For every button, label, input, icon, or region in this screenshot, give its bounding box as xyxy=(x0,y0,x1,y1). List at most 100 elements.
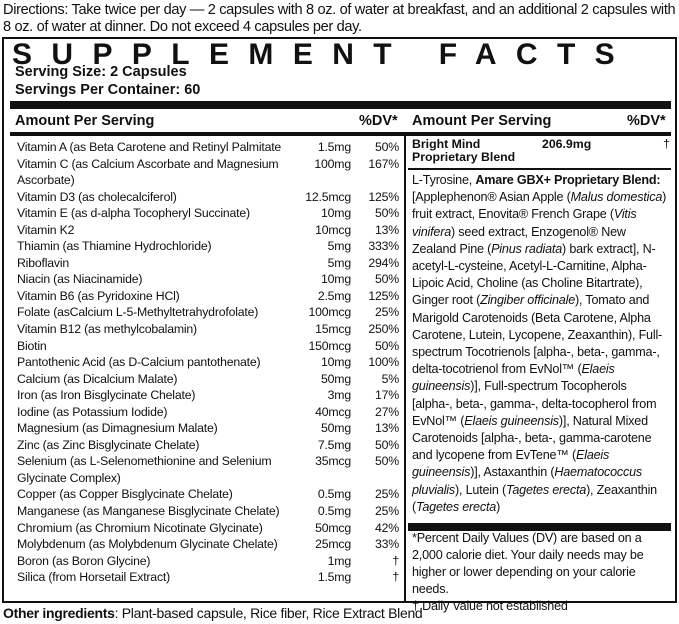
nutrient-row: Folate (asCalcium L-5-Methyltetrahydrofo… xyxy=(17,304,401,321)
nutrient-dv: 50% xyxy=(374,454,399,469)
nutrient-row: Vitamin E (as d-alpha Tocopheryl Succina… xyxy=(17,205,401,222)
nutrient-name: Thiamin (as Thiamine Hydrochloride) xyxy=(17,239,212,254)
botanical-name: Malus domestica xyxy=(570,190,663,205)
footnote-divider xyxy=(408,523,671,531)
column-divider xyxy=(404,135,406,601)
right-dv-header: %DV* xyxy=(627,113,666,129)
botanical-name: Tagetes erecta xyxy=(506,482,587,497)
blend-text-segment: L-Tyrosine, xyxy=(412,173,476,187)
botanical-name: Haematococcus pluvialis xyxy=(412,465,643,497)
nutrient-name: Selenium (as L-Selenomethionine and Sele… xyxy=(17,454,272,485)
nutrient-name: Manganese (as Manganese Bisglycinate Che… xyxy=(17,504,280,519)
nutrient-name: Iodine (as Potassium Iodide) xyxy=(17,404,168,419)
serving-size: Serving Size: 2 Capsules xyxy=(15,64,187,80)
nutrient-dv: 50% xyxy=(374,338,399,353)
nutrient-name: Vitamin K2 xyxy=(17,222,75,237)
nutrient-name: Vitamin E (as d-alpha Tocopheryl Succina… xyxy=(17,206,250,221)
blend-text-segment: )], Natural Mixed Carotenoids [alpha-, b… xyxy=(412,413,652,463)
nutrient-row: Silica (from Horsetail Extract) 1.5mg † xyxy=(17,569,401,586)
nutrient-dv: 33% xyxy=(374,537,399,552)
blend-text-segment: ), Zeaxanthin ( xyxy=(412,482,657,514)
blend-divider xyxy=(408,168,671,170)
nutrient-name: Boron (as Boron Glycine) xyxy=(17,553,151,568)
nutrient-dv: 100% xyxy=(368,355,399,370)
other-ingredients: Other ingredients: Plant-based capsule, … xyxy=(3,604,423,622)
dagger-footnote: † Daily Value not established xyxy=(412,599,568,613)
nutrient-name: Molybdenum (as Molybdenum Glycinate Chel… xyxy=(17,537,278,552)
nutrient-row: Iodine (as Potassium Iodide) 40mcg 27% xyxy=(17,404,401,421)
nutrient-row: Pantothenic Acid (as D-Calcium pantothen… xyxy=(17,354,401,371)
nutrient-dv: 250% xyxy=(368,322,399,337)
blend-text-segment: ) xyxy=(496,499,501,514)
nutrient-row: Vitamin C (as Calcium Ascorbate and Magn… xyxy=(17,156,401,189)
botanical-name: Elaeis guineensis xyxy=(464,413,559,428)
nutrient-amount: 0.5mg xyxy=(317,487,351,502)
nutrient-row: Iron (as Iron Bisglycinate Chelate) 3mg 17… xyxy=(17,387,401,404)
nutrient-name: Vitamin D3 (as cholecalciferol) xyxy=(17,189,177,204)
nutrient-row: Boron (as Boron Glycine) 1mg † xyxy=(17,553,401,570)
botanical-name: Tagetes erecta xyxy=(416,499,497,514)
blend-text-segment: ) bark extract], N-acetyl-L-cysteine, Ac… xyxy=(412,241,656,308)
nutrient-row: Zinc (as Zinc Bisglycinate Chelate) 7.5mg… xyxy=(17,437,401,454)
nutrient-dv: 125% xyxy=(368,189,399,204)
nutrient-row: Manganese (as Manganese Bisglycinate Che… xyxy=(17,503,401,520)
nutrient-amount: 10mg xyxy=(321,272,351,287)
nutrient-row: Thiamin (as Thiamine Hydrochloride) 5mg 33… xyxy=(17,238,401,255)
nutrient-dv: 17% xyxy=(374,388,399,403)
header-divider xyxy=(10,132,671,136)
nutrient-amount: 50mg xyxy=(321,371,351,386)
nutrient-row: Riboflavin 5mg 294% xyxy=(17,255,401,272)
nutrient-amount: 3mg xyxy=(327,388,352,403)
left-dv-header: %DV* xyxy=(359,113,398,129)
botanical-name: Pinus radiata xyxy=(491,241,563,256)
supplement-facts-panel: SUPPLEMENT FACTS Serving Size: 2 Capsule… xyxy=(2,37,677,613)
blend-text-segment: )], Full-spectrum Tocopherols [alpha-, b… xyxy=(412,379,657,428)
nutrient-row: Molybdenum (as Molybdenum Glycinate Chel… xyxy=(17,536,401,553)
nutrient-dv: 42% xyxy=(374,520,399,535)
nutrient-dv: 125% xyxy=(368,288,399,303)
nutrient-amount: 40mcg xyxy=(315,404,351,419)
blend-amount: 206.9mg xyxy=(542,137,592,151)
nutrient-table: Vitamin A (as Beta Carotene and Retinyl … xyxy=(17,139,401,586)
nutrient-amount: 1.5mg xyxy=(317,140,351,154)
nutrient-dv: 25% xyxy=(374,504,399,519)
botanical-name: Elaeis guineensis xyxy=(412,448,610,480)
nutrient-dv: 333% xyxy=(368,239,399,254)
nutrient-dv: 50% xyxy=(374,206,399,221)
nutrient-row: Vitamin K2 10mcg 13% xyxy=(17,222,401,239)
directions-text: Directions: Take twice per day — 2 capsu… xyxy=(3,2,676,35)
blend-ingredients: L-Tyrosine, Amare GBX+ Proprietary Blend… xyxy=(412,172,670,516)
nutrient-name: Vitamin B12 (as methylcobalamin) xyxy=(17,322,197,337)
nutrient-amount: 35mcg xyxy=(315,454,351,469)
nutrient-amount: 1.5mg xyxy=(317,570,351,585)
botanical-name: Vitis vinifera xyxy=(412,207,637,239)
nutrient-dv: 13% xyxy=(374,421,399,436)
blend-name: Bright Mind Proprietary Blend xyxy=(412,137,516,164)
nutrient-amount: 7.5mg xyxy=(317,437,351,452)
nutrient-row: Vitamin A (as Beta Carotene and Retinyl … xyxy=(17,139,401,156)
other-ingredients-text: : Plant-based capsule, Rice fiber, Rice … xyxy=(114,605,423,621)
left-amount-header: Amount Per Serving xyxy=(15,113,155,129)
nutrient-name: Riboflavin xyxy=(17,255,69,270)
blend-text-segment: ) fruit extract, Enovita® French Grape ( xyxy=(412,190,667,222)
nutrient-row: Calcium (as Dicalcium Malate) 50mg 5% xyxy=(17,371,401,388)
other-ingredients-label: Other ingredients xyxy=(3,605,115,621)
nutrient-dv: 13% xyxy=(374,222,399,237)
nutrient-amount: 50mcg xyxy=(315,520,351,535)
nutrient-amount: 10mg xyxy=(321,355,351,370)
footnotes: *Percent Daily Values (DV) are based on … xyxy=(412,530,670,615)
servings-per-container: Servings Per Container: 60 xyxy=(15,82,201,98)
nutrient-dv: 50% xyxy=(374,140,399,154)
nutrient-amount: 100mcg xyxy=(308,305,351,320)
blend-text-segment: ), Lutein ( xyxy=(455,482,506,497)
nutrient-amount: 10mg xyxy=(321,206,351,221)
nutrient-row: Chromium (as Chromium Nicotinate Glycina… xyxy=(17,520,401,537)
nutrient-row: Selenium (as L-Selenomethionine and Sele… xyxy=(17,453,401,486)
right-amount-header: Amount Per Serving xyxy=(412,113,552,129)
nutrient-row: Vitamin B6 (as Pyridoxine HCl) 2.5mg 125% xyxy=(17,288,401,305)
blend-text-segment: ), Tomato and Marigold Carotenoids (Beta… xyxy=(412,293,663,377)
nutrient-dv: 27% xyxy=(374,404,399,419)
nutrient-amount: 2.5mg xyxy=(317,288,351,303)
nutrient-amount: 50mg xyxy=(321,421,351,436)
nutrient-row: Vitamin B12 (as methylcobalamin) 15mcg 250… xyxy=(17,321,401,338)
